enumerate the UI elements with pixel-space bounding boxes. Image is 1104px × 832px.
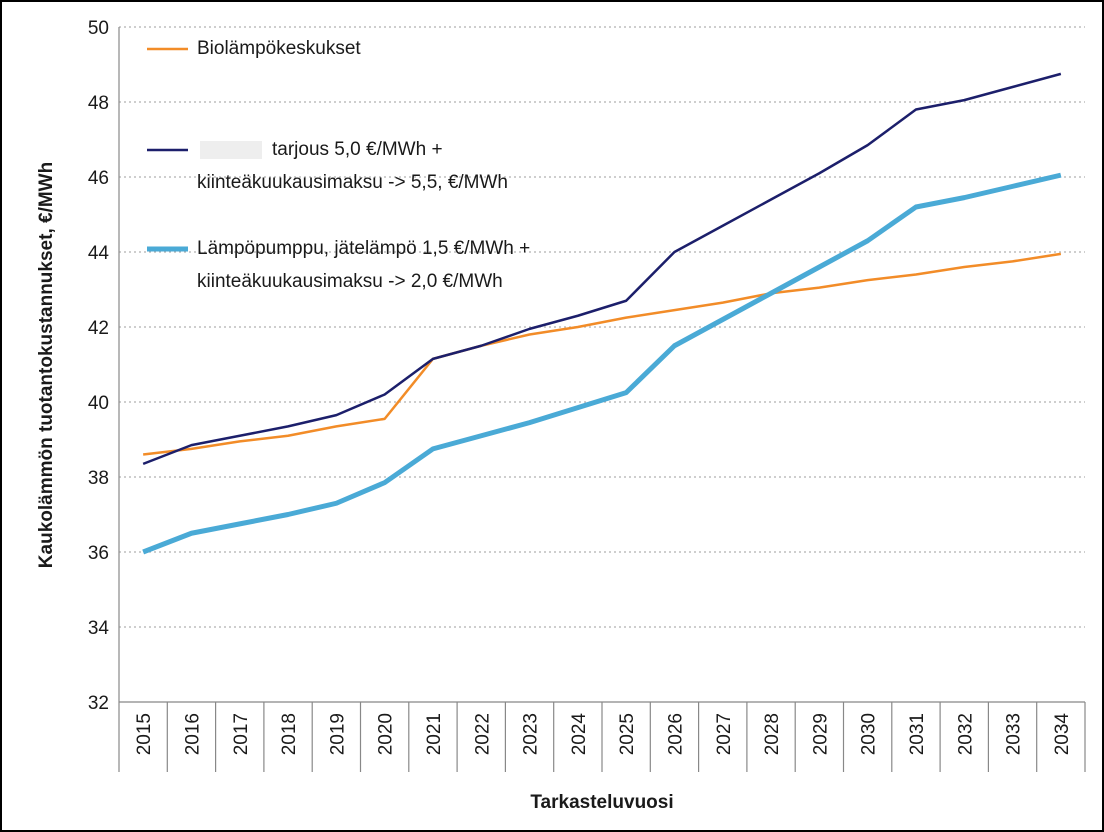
x-tick-label: 2019: [327, 713, 348, 755]
x-tick-label: 2023: [521, 713, 542, 755]
series-line: [142, 172, 1062, 555]
x-tick-label: 2027: [714, 713, 735, 755]
x-axis-label: Tarkasteluvuosi: [530, 792, 673, 813]
legend-label: kiinteäkuukausimaksu -> 5,5, €/MWh: [197, 172, 508, 193]
x-tick-label: 2022: [472, 713, 493, 755]
x-tick-label: 2016: [182, 713, 203, 755]
y-tick-label: 46: [88, 168, 109, 189]
y-tick-label: 40: [88, 393, 109, 414]
x-tick-label: 2026: [665, 713, 686, 755]
x-tick-label: 2017: [231, 713, 252, 755]
y-tick-label: 42: [88, 318, 109, 339]
redaction: [200, 141, 262, 159]
y-tick-label: 34: [88, 618, 110, 639]
y-tick-label: 38: [88, 468, 109, 489]
x-tick-label: 2029: [810, 713, 831, 755]
x-tick-label: 2034: [1052, 713, 1073, 756]
x-tick-label: 2033: [1004, 713, 1025, 755]
legend-label: tarjous 5,0 €/MWh +: [272, 139, 443, 160]
x-tick-label: 2028: [762, 713, 783, 755]
x-tick-label: 2020: [376, 713, 397, 755]
series-line: [142, 72, 1062, 466]
legend-label: Lämpöpumppu, jätelämpö 1,5 €/MWh +: [197, 238, 530, 259]
series-line: [143, 252, 1062, 456]
x-tick-label: 2024: [569, 713, 590, 756]
x-tick-label: 2021: [424, 713, 445, 755]
y-tick-label: 36: [88, 543, 109, 564]
y-tick-label: 44: [88, 243, 110, 264]
y-tick-label: 48: [88, 93, 109, 114]
legend-label: Biolämpökeskukset: [197, 38, 361, 59]
y-axis-label: Kaukolämmön tuotantokustannukset, €/MWh: [36, 162, 57, 568]
x-tick-label: 2032: [955, 713, 976, 755]
legend-label: kiinteäkuukausimaksu -> 2,0 €/MWh: [197, 271, 503, 292]
x-tick-label: 2025: [617, 713, 638, 755]
y-tick-label: 50: [88, 18, 109, 39]
x-tick-label: 2031: [907, 713, 928, 755]
x-tick-label: 2030: [859, 713, 880, 755]
x-tick-label: 2018: [279, 713, 300, 755]
x-tick-label: 2015: [134, 713, 155, 755]
y-tick-label: 32: [88, 693, 109, 714]
